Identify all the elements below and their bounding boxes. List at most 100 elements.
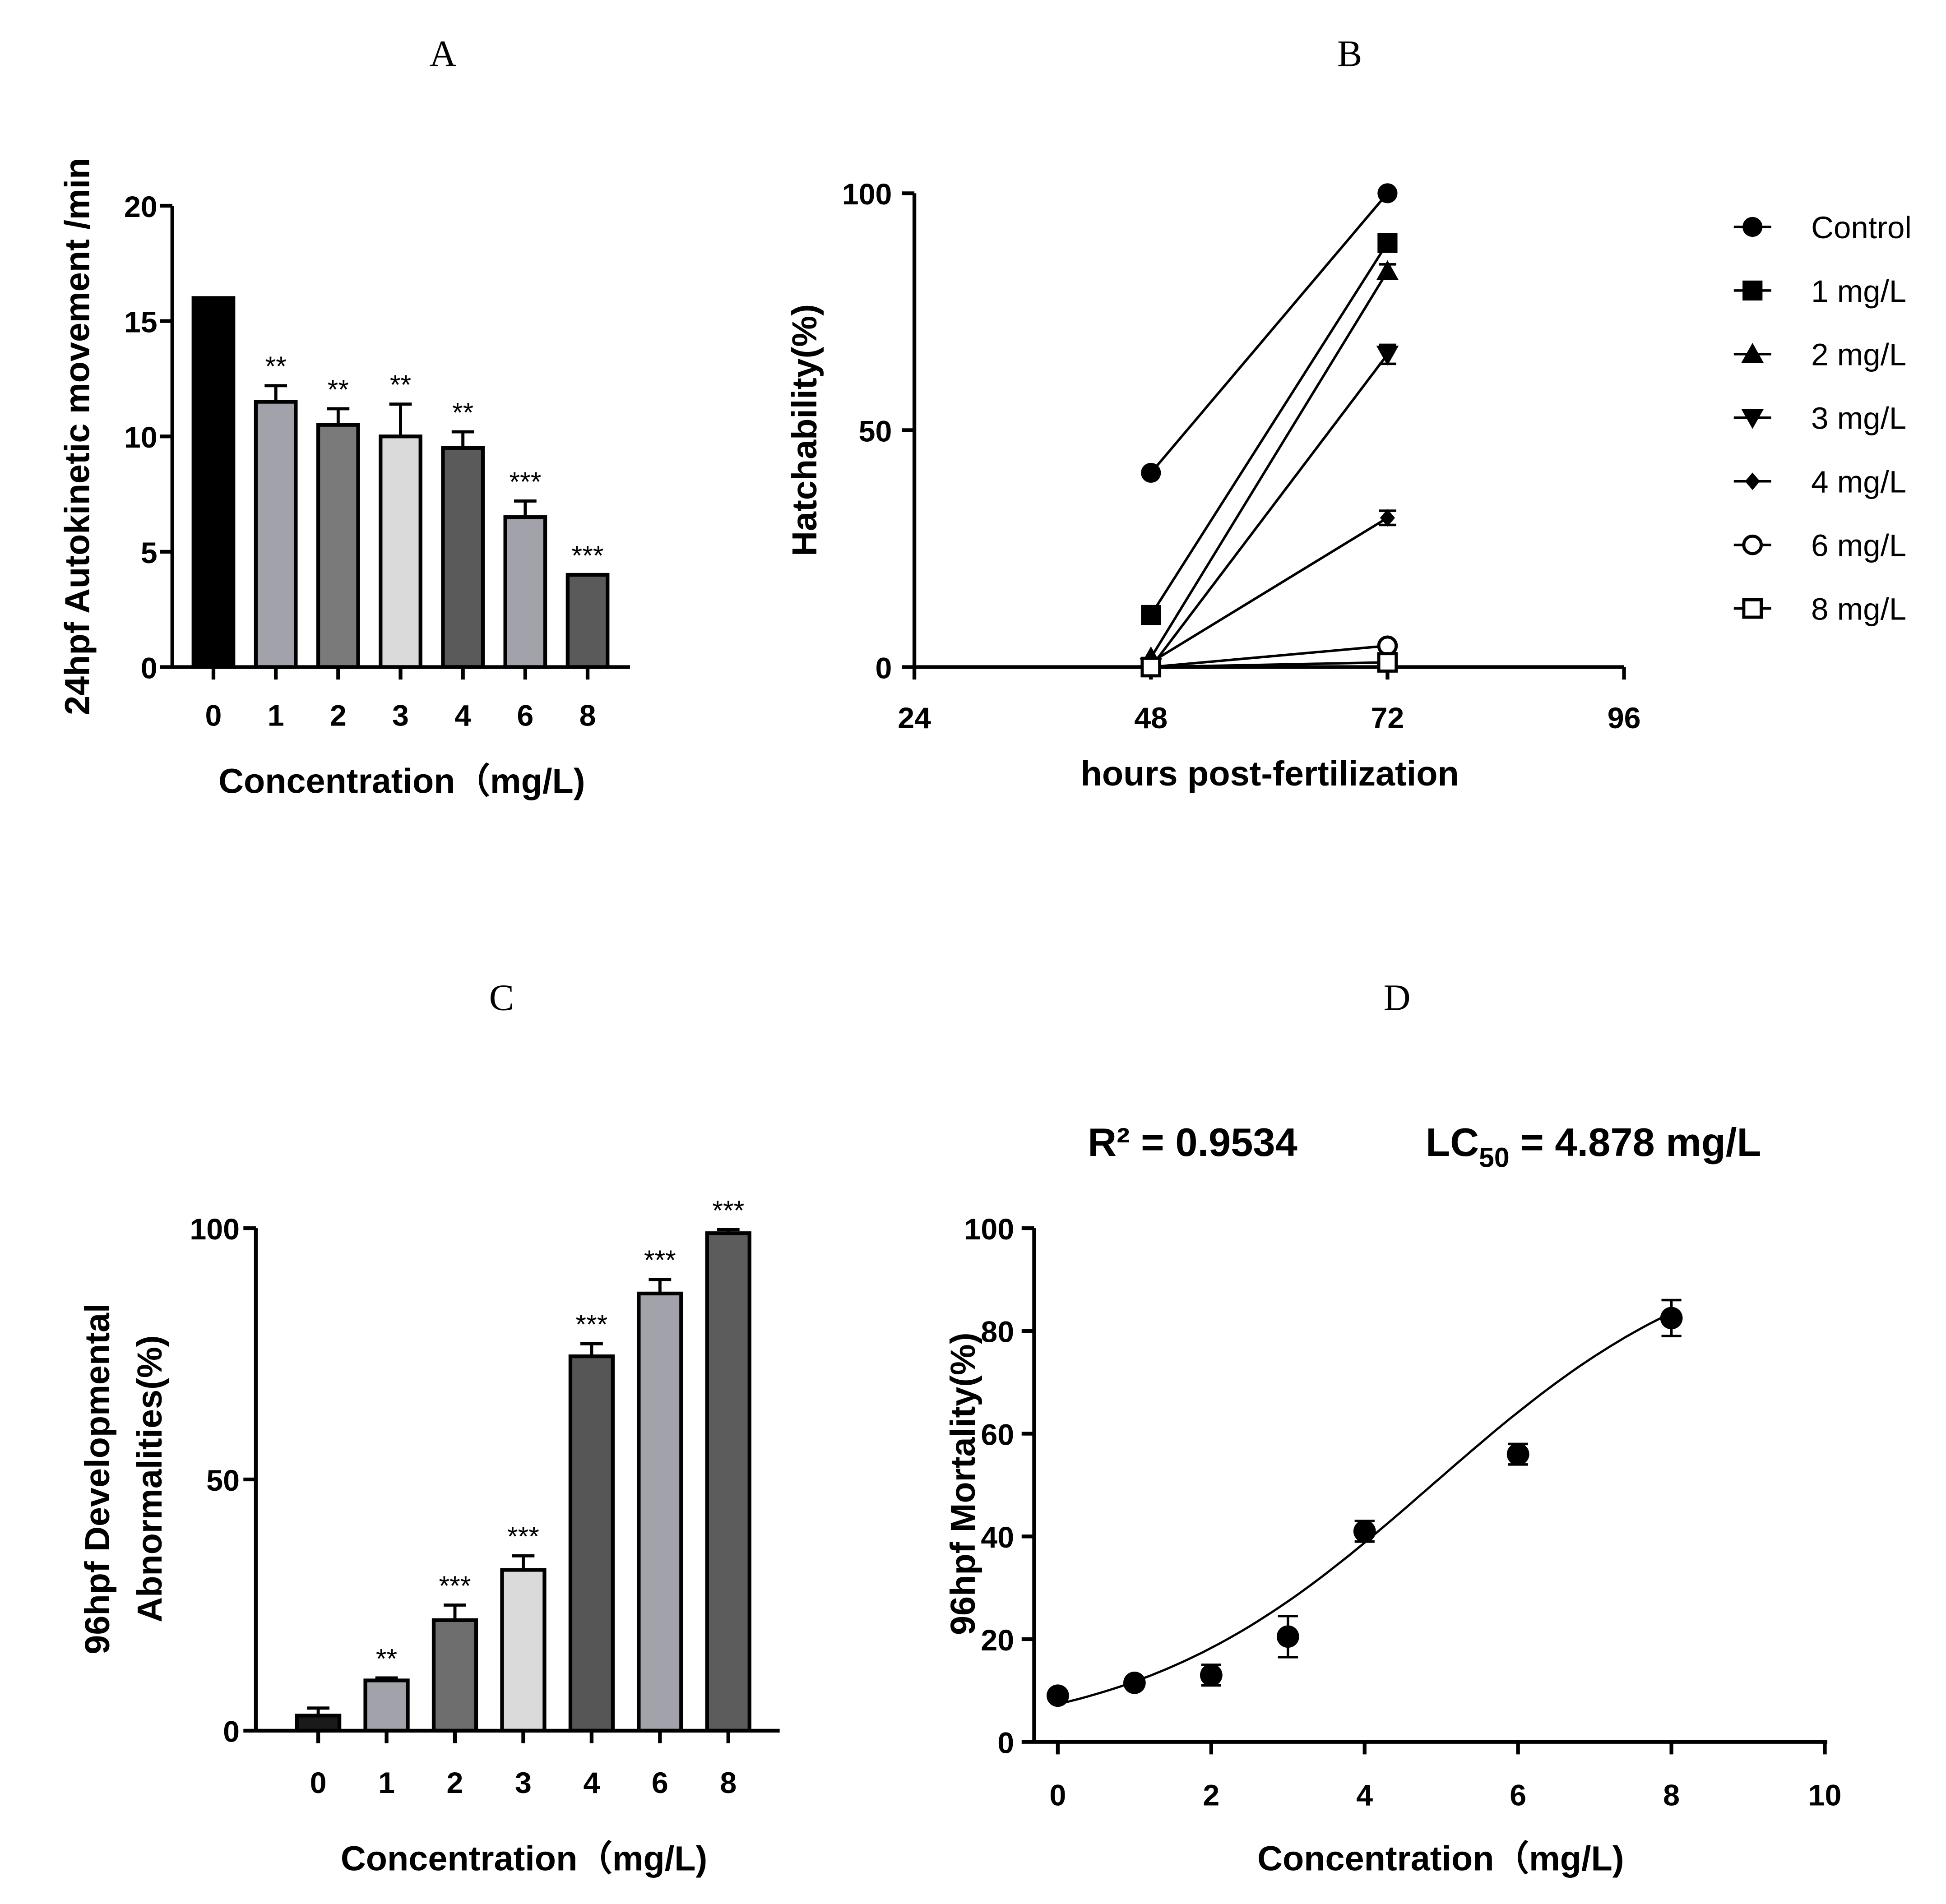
data-point — [1377, 183, 1398, 203]
y-axis-title: 96hpf Developmental — [78, 1303, 117, 1654]
legend-marker — [1741, 342, 1764, 363]
bar-8 — [705, 1231, 751, 1733]
legend-item: 4 mg/L — [1733, 464, 1906, 499]
y-tick-label: 100 — [964, 1213, 1015, 1246]
bar-1 — [363, 1678, 410, 1733]
data-point — [1047, 1684, 1069, 1707]
x-tick-label: 1 — [378, 1766, 395, 1800]
y-axis-title: Hatchability(%) — [785, 304, 824, 556]
x-tick-label: 2 — [447, 1766, 463, 1800]
lc50-label: LC50 = 4.878 mg/L — [1426, 1120, 1761, 1173]
x-axis-title: Concentration（mg/L) — [1257, 1839, 1624, 1878]
legend-item: Control — [1733, 210, 1912, 245]
y-axis-title: 24hpf Autokinetic movement /min — [58, 158, 97, 715]
error-bar — [451, 430, 474, 448]
x-axis-title: Concentration（mg/L) — [341, 1839, 707, 1878]
significance-label: ** — [376, 1643, 397, 1674]
legend-label: Control — [1811, 210, 1912, 245]
data-point — [1376, 346, 1399, 366]
error-bar — [389, 402, 412, 437]
series-line — [1151, 644, 1388, 669]
data-point — [1376, 260, 1399, 280]
significance-label: ** — [452, 397, 473, 428]
x-tick-label: 4 — [583, 1766, 600, 1800]
x-tick-label: 6 — [1510, 1779, 1526, 1812]
bar-1 — [254, 400, 298, 669]
x-tick-label: 0 — [310, 1766, 327, 1800]
data-point — [1660, 1307, 1683, 1330]
x-tick-label: 3 — [392, 699, 409, 732]
x-axis-title: hours post-fertilization — [1081, 754, 1459, 793]
legend-marker — [1742, 534, 1763, 555]
x-tick-label: 2 — [1203, 1779, 1219, 1812]
x-tick-label: 72 — [1371, 702, 1404, 735]
data-point — [1141, 462, 1161, 483]
bar-3 — [379, 434, 422, 669]
panel-a: 0 ** 1 ** 2 ** 3 ** 4 *** 6 *** 8 0 5 10 15 20 24hpf Autok… — [58, 32, 630, 801]
significance-label: ** — [328, 374, 349, 405]
x-tick-label: 0 — [205, 699, 222, 732]
x-tick-label: 3 — [515, 1766, 532, 1800]
bar-8 — [565, 573, 610, 669]
y-tick-label: 40 — [981, 1521, 1014, 1554]
error-bar — [327, 407, 350, 425]
error-bar — [580, 1342, 603, 1357]
x-tick-label: 10 — [1808, 1779, 1842, 1812]
legend-marker — [1742, 217, 1763, 237]
y-tick-label: 50 — [859, 415, 892, 448]
data-point — [1140, 656, 1162, 678]
panel-b: 0 50 100 Hatchability(%) hours post-fertiliz… — [785, 32, 1912, 793]
x-tick-label: 2 — [330, 699, 347, 732]
legend-label: 1 mg/L — [1811, 273, 1906, 309]
significance-label: *** — [439, 1570, 471, 1601]
x-tick-label: 6 — [517, 699, 533, 732]
legend-item: 2 mg/L — [1733, 337, 1906, 372]
panel-label: D — [1384, 977, 1411, 1018]
x-tick-label: 4 — [454, 699, 471, 732]
legend-item: 8 mg/L — [1733, 592, 1906, 627]
legend-item: 1 mg/L — [1733, 273, 1906, 309]
series-line — [1150, 242, 1389, 616]
legend-marker — [1745, 472, 1760, 490]
panel-label: A — [430, 32, 457, 74]
data-point — [1377, 635, 1398, 656]
bar-0 — [191, 296, 236, 669]
bar-4 — [441, 446, 485, 669]
x-tick-label: 4 — [1356, 1779, 1373, 1812]
significance-label: *** — [575, 1309, 607, 1340]
error-bar — [307, 1706, 329, 1716]
x-tick-label: 8 — [1663, 1779, 1680, 1812]
y-tick-label: 20 — [124, 190, 158, 224]
legend-label: 3 mg/L — [1811, 401, 1906, 436]
legend-item: 3 mg/L — [1733, 401, 1906, 436]
error-bar — [649, 1278, 672, 1294]
x-tick-label: 96 — [1608, 702, 1641, 735]
error-bar — [512, 1554, 535, 1570]
data-point — [1141, 605, 1161, 625]
series-line — [1150, 517, 1388, 664]
bar-6 — [637, 1291, 683, 1733]
data-point — [1200, 1664, 1223, 1687]
error-bar — [717, 1228, 740, 1234]
data-point — [1123, 1671, 1146, 1694]
y-tick-label: 5 — [141, 536, 158, 570]
y-tick-label: 100 — [190, 1213, 240, 1246]
series-line — [1150, 271, 1389, 658]
y-tick-label: 80 — [981, 1316, 1014, 1349]
data-point — [1276, 1625, 1299, 1648]
data-point — [1377, 652, 1398, 673]
y-tick-label: 50 — [206, 1464, 240, 1497]
error-bar — [264, 384, 287, 402]
y-tick-label: 0 — [997, 1727, 1014, 1760]
legend-item: 6 mg/L — [1733, 528, 1906, 563]
data-point — [1353, 1520, 1376, 1543]
significance-label: *** — [509, 466, 541, 497]
significance-label: *** — [572, 540, 604, 571]
legend-label: 4 mg/L — [1811, 464, 1906, 499]
legend: Control 1 mg/L 2 mg/L 3 mg/L 4 mg/L 6 mg/L 8 m… — [1733, 210, 1912, 627]
x-tick-label: 8 — [579, 699, 596, 732]
bar-2 — [316, 423, 360, 669]
